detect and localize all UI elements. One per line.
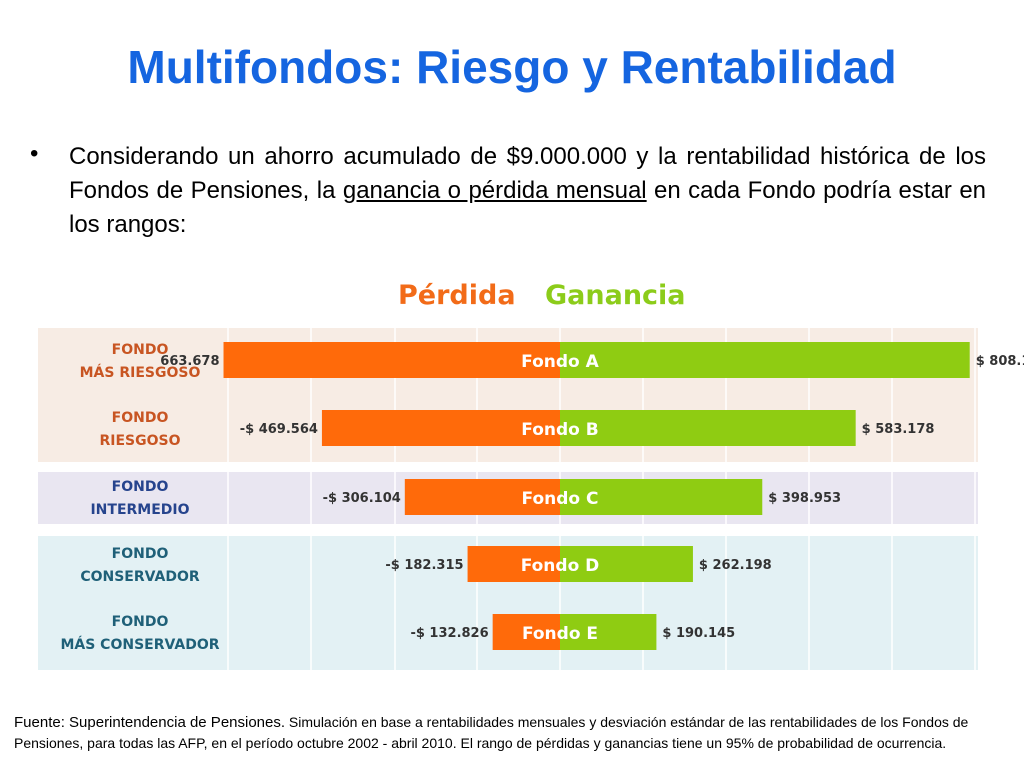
loss-value-label: -$ 469.564 xyxy=(240,422,318,437)
row-label-line1: FONDO xyxy=(112,479,169,495)
loss-value-label: -$ 132.826 xyxy=(410,626,488,641)
fund-name-label: Fondo C xyxy=(522,489,599,509)
gain-bar xyxy=(560,479,763,515)
slide-title: Multifondos: Riesgo y Rentabilidad xyxy=(127,41,897,93)
loss-bar xyxy=(404,479,560,515)
fund-name-label: Fondo B xyxy=(521,420,598,440)
source-detail: Simulación en base a rentabilidades mens… xyxy=(14,714,969,751)
row-label-line2: RIESGOSO xyxy=(99,433,180,449)
loss-value-label: 663.678 xyxy=(160,354,219,369)
gain-bar xyxy=(560,614,657,650)
source-note: Fuente: Superintendencia de Pensiones. S… xyxy=(14,712,1010,754)
loss-bar xyxy=(321,410,560,446)
gain-bar xyxy=(560,546,693,582)
loss-bar xyxy=(492,614,560,650)
bullet-text: Considerando un ahorro acumulado de $9.0… xyxy=(69,140,986,242)
fund-name-label: Fondo E xyxy=(522,624,598,644)
gain-value-label: $ 262.198 xyxy=(699,558,772,573)
gain-bar xyxy=(560,410,856,446)
row-label-line1: FONDO xyxy=(112,614,169,630)
bullet-text-underlined: ganancia o pérdida mensual xyxy=(342,177,647,204)
bullet-text-part1: Considerando un ahorro acumulado de $9.0… xyxy=(69,143,986,204)
row-label-line2: MÁS CONSERVADOR xyxy=(60,636,219,653)
gain-bar xyxy=(560,342,970,378)
row-label-line2: INTERMEDIO xyxy=(90,502,189,518)
bullet-dot-icon: • xyxy=(30,140,39,167)
gain-value-label: $ 398.953 xyxy=(768,491,841,506)
fund-name-label: Fondo D xyxy=(521,556,600,576)
gain-value-label: $ 190.145 xyxy=(662,626,735,641)
fund-name-label: Fondo A xyxy=(521,352,599,372)
bullet-text-part2: en cada Fondo podría estar en los rangos… xyxy=(69,177,987,238)
loss-value-label: -$ 182.315 xyxy=(385,558,463,573)
row-label-line1: FONDO xyxy=(112,546,169,562)
gain-value-label: $ 808.106 xyxy=(976,354,1024,369)
row-label-line2: MÁS RIESGOSO xyxy=(80,364,201,381)
loss-bar xyxy=(223,342,560,378)
legend-loss: Pérdida xyxy=(398,280,516,311)
row-label-line2: CONSERVADOR xyxy=(80,569,200,585)
row-label-line1: FONDO xyxy=(112,342,169,358)
loss-bar xyxy=(467,546,560,582)
row-label-line1: FONDO xyxy=(112,410,169,426)
source-lead: Fuente: Superintendencia de Pensiones. xyxy=(14,714,286,731)
loss-value-label: -$ 306.104 xyxy=(323,491,401,506)
gain-value-label: $ 583.178 xyxy=(862,422,935,437)
legend-gain: Ganancia xyxy=(545,280,686,311)
